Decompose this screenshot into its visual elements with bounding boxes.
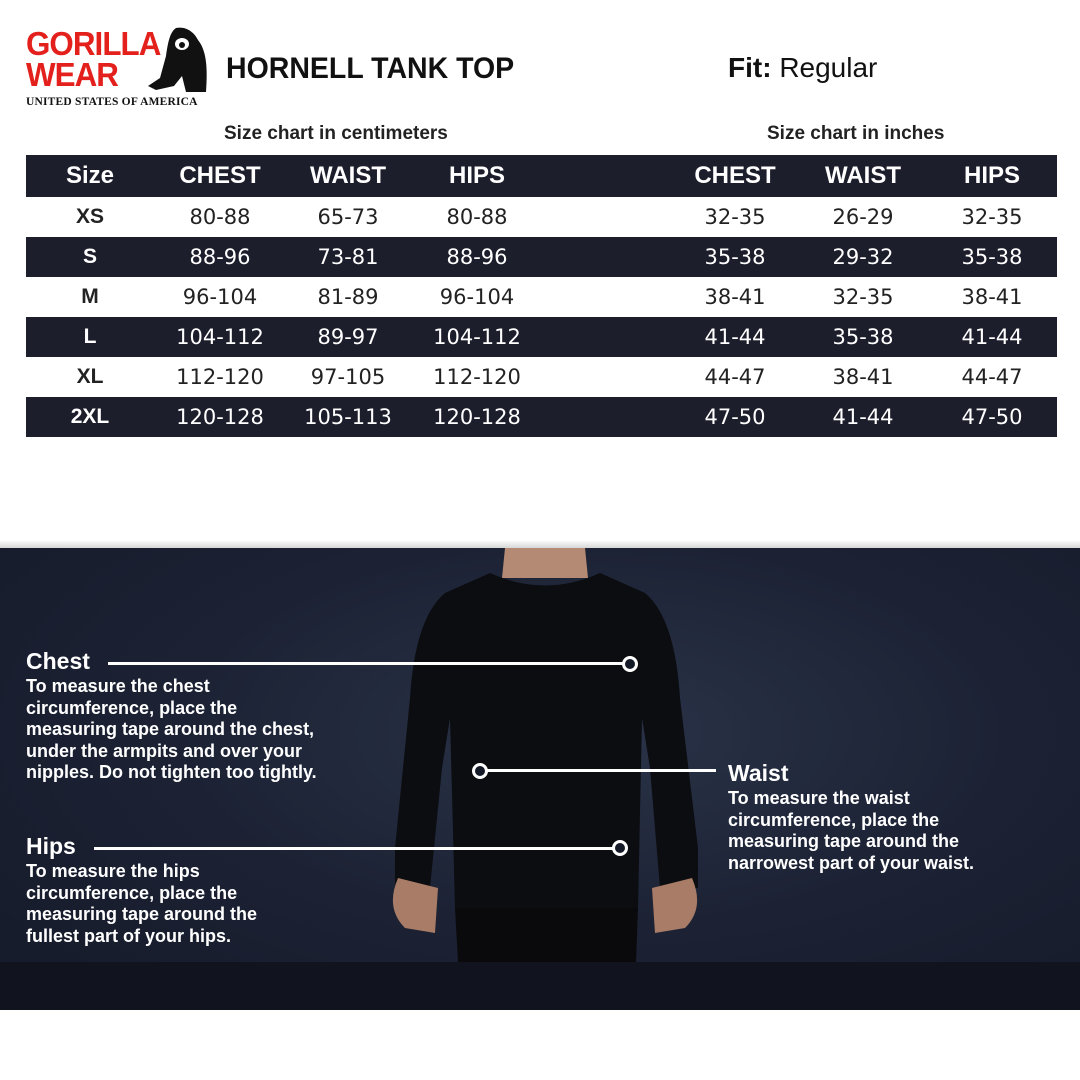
table-cell: 96-104 xyxy=(182,285,258,309)
caption-inches: Size chart in inches xyxy=(767,123,945,144)
table-cell: 44-47 xyxy=(961,365,1023,389)
waist-line xyxy=(486,769,716,772)
table-cell: 35-38 xyxy=(704,245,766,269)
brand-logo: GORILLA WEAR xyxy=(26,25,161,93)
table-cell: 41-44 xyxy=(832,405,894,429)
fit-info: Fit: Regular xyxy=(728,52,878,83)
size-cell: Size xyxy=(65,162,115,189)
table-cell: 73-81 xyxy=(317,245,379,269)
table-cell: 104-112 xyxy=(176,325,264,349)
hips-text: To measure the hips circumference, place… xyxy=(26,861,258,946)
size-cell: 2XL xyxy=(70,405,110,428)
table-cell: HIPS xyxy=(448,162,505,189)
table-cell: 32-35 xyxy=(704,205,766,229)
table-row: XS 80-88 65-73 80-88 32-35 26-29 32-35 xyxy=(26,197,1057,237)
size-cell: S xyxy=(82,245,97,268)
table-cell: 47-50 xyxy=(704,405,766,429)
table-cell: 80-88 xyxy=(446,205,508,229)
size-cell: L xyxy=(83,325,97,348)
caption-cm: Size chart in centimeters xyxy=(224,123,448,144)
table-cell: 32-35 xyxy=(832,285,894,309)
table-header: Size CHEST WAIST HIPS CHEST WAIST HIPS xyxy=(26,155,1057,197)
table-cell: HIPS xyxy=(963,162,1020,189)
table-cell: 65-73 xyxy=(317,205,379,229)
table-cell: 120-128 xyxy=(176,405,264,429)
table-cell: 35-38 xyxy=(961,245,1023,269)
table-row: XL 112-120 97-105 112-120 44-47 38-41 44-47 xyxy=(26,357,1057,397)
table-cell: 96-104 xyxy=(439,285,515,309)
table-cell: 38-41 xyxy=(961,285,1023,309)
chest-title: Chest xyxy=(26,648,90,674)
table-cell: 104-112 xyxy=(433,325,521,349)
brand-subtitle: UNITED STATES OF AMERICA xyxy=(26,96,198,108)
gorilla-logo-icon xyxy=(148,27,207,93)
product-title: HORNELL TANK TOP xyxy=(226,52,515,85)
size-cell: M xyxy=(81,285,99,308)
model-figure xyxy=(392,548,698,962)
table-cell: 44-47 xyxy=(704,365,766,389)
table-cell: 41-44 xyxy=(961,325,1023,349)
hips-line xyxy=(94,847,614,850)
size-cell: XL xyxy=(76,365,104,388)
table-cell: 38-41 xyxy=(832,365,894,389)
table-cell: 88-96 xyxy=(446,245,508,269)
chest-line xyxy=(108,662,624,665)
waist-text: To measure the waist circumference, plac… xyxy=(728,788,975,873)
table-cell: 105-113 xyxy=(304,405,392,429)
table-cell: 41-44 xyxy=(704,325,766,349)
table-cell: 120-128 xyxy=(433,405,521,429)
divider xyxy=(0,540,1080,550)
hips-marker-icon xyxy=(612,840,628,856)
size-cell: XS xyxy=(75,205,104,228)
table-cell: CHEST xyxy=(179,162,261,189)
table-cell: 32-35 xyxy=(961,205,1023,229)
table-row: M 96-104 81-89 96-104 38-41 32-35 38-41 xyxy=(26,277,1057,317)
table-row: 2XL 120-128 105-113 120-128 47-50 41-44 47-50 xyxy=(26,397,1057,437)
table-row: S 88-96 73-81 88-96 35-38 29-32 35-38 xyxy=(26,237,1057,277)
chest-marker-icon xyxy=(622,656,638,672)
table-cell: 29-32 xyxy=(832,245,894,269)
chest-text: To measure the chest circumference, plac… xyxy=(26,676,317,782)
table-cell: WAIST xyxy=(310,162,386,189)
table-cell: 112-120 xyxy=(433,365,521,389)
table-cell: 35-38 xyxy=(832,325,894,349)
table-cell: 47-50 xyxy=(961,405,1023,429)
table-cell: 88-96 xyxy=(189,245,251,269)
hips-title: Hips xyxy=(26,833,76,859)
table-cell: 89-97 xyxy=(317,325,379,349)
table-cell: 81-89 xyxy=(317,285,379,309)
size-table: Size CHEST WAIST HIPS CHEST WAIST HIPS XS 80-88 6… xyxy=(26,155,1057,437)
table-row: L 104-112 89-97 104-112 41-44 35-38 41-44 xyxy=(26,317,1057,357)
table-cell: 112-120 xyxy=(176,365,264,389)
table-cell: 26-29 xyxy=(832,205,894,229)
table-cell: CHEST xyxy=(694,162,776,189)
table-cell: 80-88 xyxy=(189,205,251,229)
table-cell: 38-41 xyxy=(704,285,766,309)
table-cell: WAIST xyxy=(825,162,901,189)
table-cell: 97-105 xyxy=(310,365,386,389)
waist-title: Waist xyxy=(728,760,789,786)
bottom-strip xyxy=(0,962,1080,1010)
